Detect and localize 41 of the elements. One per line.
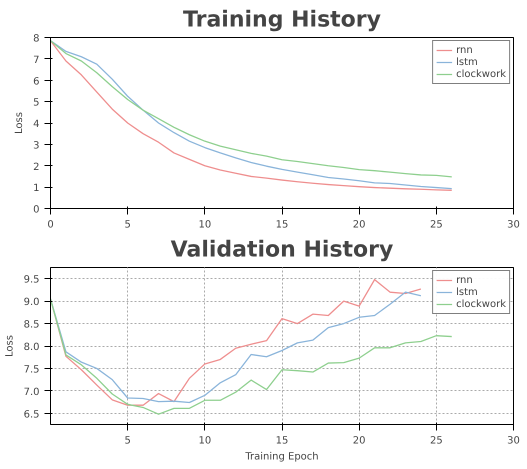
legend-label: lstm: [456, 56, 478, 68]
y-tick-label: 8: [33, 34, 40, 44]
y-tick-label: 5: [33, 98, 40, 109]
x-axis-title: Training Epoch: [244, 452, 319, 462]
legend-label: lstm: [456, 286, 478, 298]
chart-title: Validation History: [170, 238, 394, 262]
x-tick-label: 10: [198, 436, 212, 446]
y-tick-label: 2: [33, 162, 40, 173]
y-tick-label: 6.5: [24, 409, 40, 420]
y-tick-label: 8.5: [24, 320, 40, 331]
x-tick-label: 30: [507, 220, 520, 230]
x-tick-label: 25: [430, 220, 443, 230]
y-tick-label: 0: [33, 204, 40, 216]
x-tick-label: 30: [507, 436, 520, 446]
y-tick-label: 7: [33, 54, 40, 66]
chart-title: Training History: [183, 8, 381, 32]
x-tick-label: 0: [47, 220, 54, 230]
line-series: [50, 298, 452, 415]
x-tick-label: 10: [198, 220, 212, 230]
x-tick-label: 15: [276, 436, 288, 446]
y-axis-title: Loss: [14, 112, 26, 134]
y-tick-label: 7.5: [24, 364, 40, 376]
y-tick-label: 6: [33, 76, 40, 88]
legend-label: rnn: [456, 44, 474, 56]
legend-label: rnn: [456, 274, 474, 286]
x-tick-label: 15: [276, 220, 288, 230]
y-tick-label: 9.0: [24, 297, 40, 308]
y-tick-label: 9.5: [24, 274, 40, 286]
y-tick-label: 3: [33, 140, 40, 152]
x-tick-label: 20: [352, 220, 366, 230]
legend-label: clockwork: [456, 68, 506, 80]
y-tick-label: 8.0: [24, 342, 40, 353]
y-tick-label: 7.0: [24, 386, 40, 398]
y-tick-label: 1: [33, 183, 40, 194]
legend-label: clockwork: [456, 298, 506, 310]
x-tick-label: 5: [124, 220, 131, 230]
x-tick-label: 5: [124, 436, 131, 446]
y-tick-label: 4: [33, 119, 40, 130]
x-tick-label: 25: [430, 436, 443, 446]
x-tick-label: 20: [352, 436, 366, 446]
y-axis-title: Loss: [4, 335, 16, 357]
